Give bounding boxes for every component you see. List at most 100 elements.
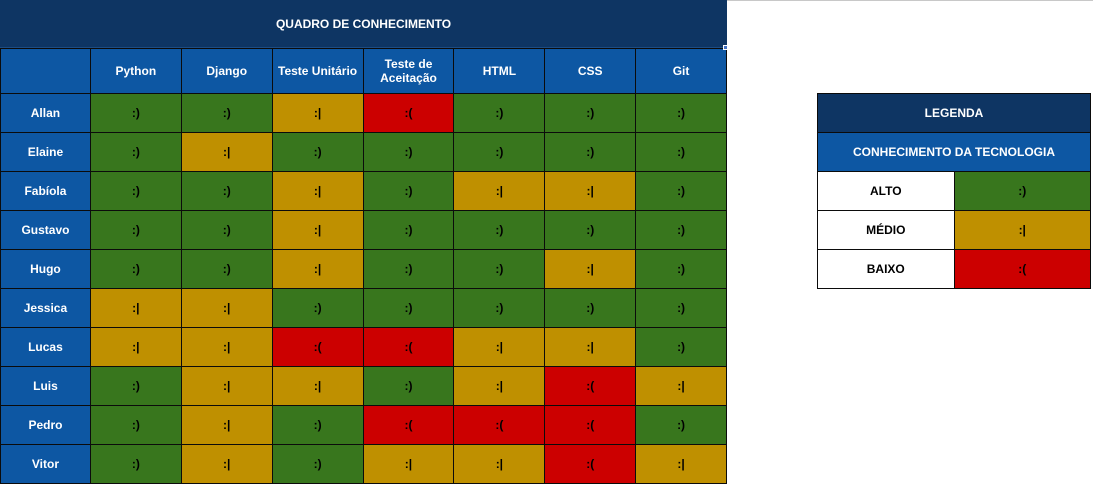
skill-cell[interactable]: :)	[89, 171, 182, 211]
skill-cell[interactable]: :|	[180, 444, 273, 484]
skill-cell[interactable]: :)	[271, 132, 364, 172]
column-header-teste-unitario[interactable]: Teste Unitário	[271, 48, 364, 94]
skill-cell[interactable]: :|	[271, 366, 364, 406]
skill-cell[interactable]: :|	[271, 210, 364, 250]
skill-cell[interactable]: :)	[362, 288, 455, 328]
legend-subtitle[interactable]: CONHECIMENTO DA TECNOLOGIA	[817, 132, 1091, 172]
matrix-title[interactable]: QUADRO DE CONHECIMENTO	[0, 0, 727, 48]
skill-cell[interactable]: :)	[180, 210, 273, 250]
skill-cell[interactable]: :)	[635, 210, 727, 250]
skill-cell[interactable]: :)	[635, 132, 727, 172]
corner-cell[interactable]	[0, 48, 91, 94]
skill-cell[interactable]: :|	[453, 444, 546, 484]
skill-cell[interactable]: :(	[362, 405, 455, 445]
skill-cell[interactable]: :(	[362, 93, 455, 133]
skill-cell[interactable]: :)	[362, 171, 455, 211]
skill-cell[interactable]: :)	[635, 93, 727, 133]
legend-swatch[interactable]: :|	[953, 210, 1091, 250]
row-header-name[interactable]: Pedro	[0, 405, 91, 445]
skill-cell[interactable]: :)	[635, 327, 727, 367]
legend-label[interactable]: BAIXO	[817, 249, 955, 289]
skill-cell[interactable]: :|	[544, 171, 637, 211]
skill-cell[interactable]: :|	[453, 327, 546, 367]
column-header-css[interactable]: CSS	[544, 48, 637, 94]
skill-cell[interactable]: :)	[362, 366, 455, 406]
row-header-name[interactable]: Luis	[0, 366, 91, 406]
skill-cell[interactable]: :|	[89, 288, 182, 328]
legend-title[interactable]: LEGENDA	[817, 93, 1091, 133]
skill-cell[interactable]: :|	[180, 132, 273, 172]
skill-cell[interactable]: :|	[544, 327, 637, 367]
skill-cell[interactable]: :)	[453, 132, 546, 172]
skill-cell[interactable]: :(	[362, 327, 455, 367]
skill-cell[interactable]: :|	[271, 249, 364, 289]
skill-cell[interactable]: :)	[89, 366, 182, 406]
skill-cell[interactable]: :)	[635, 405, 727, 445]
skill-cell[interactable]: :(	[544, 366, 637, 406]
skill-cell[interactable]: :)	[271, 444, 364, 484]
skill-cell[interactable]: :|	[271, 93, 364, 133]
skill-cell[interactable]: :)	[635, 249, 727, 289]
skill-cell[interactable]: :)	[544, 93, 637, 133]
skill-cell[interactable]: :)	[271, 288, 364, 328]
skill-cell[interactable]: :|	[271, 171, 364, 211]
skill-cell[interactable]: :)	[180, 93, 273, 133]
skill-cell[interactable]: :)	[89, 93, 182, 133]
skill-cell[interactable]: :|	[180, 288, 273, 328]
skill-cell[interactable]: :)	[271, 405, 364, 445]
skill-cell[interactable]: :|	[544, 249, 637, 289]
skill-cell[interactable]: :)	[453, 210, 546, 250]
skill-cell[interactable]: :)	[453, 93, 546, 133]
legend-panel: LEGENDA CONHECIMENTO DA TECNOLOGIA ALTO:…	[817, 93, 1091, 289]
row-header-name[interactable]: Lucas	[0, 327, 91, 367]
skill-cell[interactable]: :|	[635, 444, 727, 484]
skill-cell[interactable]: :)	[453, 249, 546, 289]
skill-cell[interactable]: :)	[544, 288, 637, 328]
skill-cell[interactable]: :|	[180, 327, 273, 367]
skill-cell[interactable]: :(	[544, 444, 637, 484]
skill-cell[interactable]: :)	[453, 288, 546, 328]
row-header-name[interactable]: Gustavo	[0, 210, 91, 250]
skill-cell[interactable]: :(	[544, 405, 637, 445]
skill-cell[interactable]: :)	[544, 210, 637, 250]
skill-cell[interactable]: :|	[180, 405, 273, 445]
legend-swatch[interactable]: :(	[953, 249, 1091, 289]
skill-cell[interactable]: :)	[180, 171, 273, 211]
skill-cell[interactable]: :|	[362, 444, 455, 484]
row-header-name[interactable]: Elaine	[0, 132, 91, 172]
skill-cell[interactable]: :)	[180, 249, 273, 289]
skill-cell[interactable]: :|	[89, 327, 182, 367]
skill-cell[interactable]: :)	[362, 210, 455, 250]
row-header-name[interactable]: Fabíola	[0, 171, 91, 211]
skill-cell[interactable]: :)	[635, 171, 727, 211]
column-header-python[interactable]: Python	[89, 48, 182, 94]
legend-swatch[interactable]: :)	[953, 171, 1091, 211]
skill-cell[interactable]: :)	[89, 405, 182, 445]
legend-label[interactable]: MÉDIO	[817, 210, 955, 250]
skill-cell[interactable]: :|	[453, 366, 546, 406]
skill-cell[interactable]: :(	[453, 405, 546, 445]
column-header-git[interactable]: Git	[635, 48, 727, 94]
skill-cell[interactable]: :)	[544, 132, 637, 172]
row-header-name[interactable]: Hugo	[0, 249, 91, 289]
skill-cell[interactable]: :)	[89, 132, 182, 172]
skill-cell[interactable]: :)	[89, 249, 182, 289]
skill-cell[interactable]: :|	[180, 366, 273, 406]
skill-cell[interactable]: :)	[635, 288, 727, 328]
row-header-name[interactable]: Vitor	[0, 444, 91, 484]
skill-cell[interactable]: :)	[89, 444, 182, 484]
row-header-name[interactable]: Jessica	[0, 288, 91, 328]
skill-cell[interactable]: :|	[635, 366, 727, 406]
skill-cell[interactable]: :)	[89, 210, 182, 250]
skill-cell[interactable]: :)	[362, 132, 455, 172]
skill-cell[interactable]: :(	[271, 327, 364, 367]
column-header-django[interactable]: Django	[180, 48, 273, 94]
column-header-teste-de-aceitacao[interactable]: Teste de Aceitação	[362, 48, 455, 94]
legend-label[interactable]: ALTO	[817, 171, 955, 211]
row-header-name[interactable]: Allan	[0, 93, 91, 133]
skill-cell[interactable]: :|	[453, 171, 546, 211]
skill-cell[interactable]: :)	[362, 249, 455, 289]
selection-fill-handle[interactable]	[723, 45, 728, 50]
table-row: Elaine:):|:):):):):)	[0, 132, 727, 172]
column-header-html[interactable]: HTML	[453, 48, 546, 94]
